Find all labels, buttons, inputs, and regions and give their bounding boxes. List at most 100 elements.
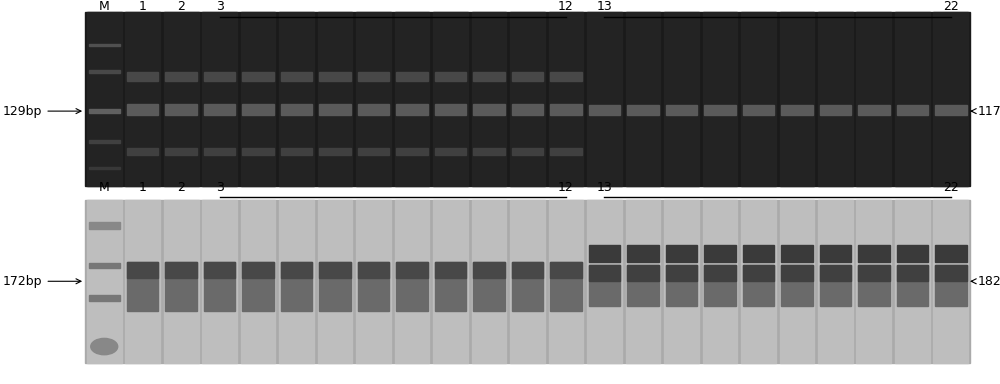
Bar	[204, 72, 235, 81]
Bar	[89, 44, 120, 46]
Bar	[204, 262, 235, 278]
Bar	[704, 245, 736, 262]
Bar	[165, 148, 197, 155]
Bar	[550, 262, 582, 311]
Text: 12: 12	[558, 0, 574, 13]
Bar	[473, 262, 505, 278]
Bar	[780, 12, 814, 186]
Bar	[358, 262, 389, 311]
Bar	[627, 265, 659, 306]
Bar	[204, 104, 235, 114]
Bar	[897, 265, 928, 306]
Bar	[664, 200, 699, 363]
Bar	[856, 12, 891, 186]
Text: 172bp: 172bp	[3, 275, 81, 288]
Bar	[589, 265, 620, 281]
Bar	[626, 200, 660, 363]
Bar	[356, 12, 391, 186]
Bar	[319, 262, 351, 311]
Bar	[935, 265, 967, 281]
Bar	[627, 105, 659, 114]
Bar	[897, 105, 928, 114]
Bar	[935, 265, 967, 306]
Bar	[164, 12, 199, 186]
Bar	[85, 12, 970, 186]
Bar	[549, 200, 583, 363]
Ellipse shape	[91, 338, 118, 355]
Bar	[396, 72, 428, 81]
Bar	[241, 12, 275, 186]
Bar	[666, 105, 697, 114]
Bar	[85, 200, 970, 363]
Bar	[820, 245, 851, 262]
Bar	[202, 200, 237, 363]
Bar	[242, 262, 274, 278]
Bar	[589, 265, 620, 306]
Bar	[89, 167, 120, 169]
Bar	[358, 104, 389, 114]
Text: 117bp: 117bp	[971, 104, 1000, 118]
Bar	[125, 12, 160, 186]
Bar	[241, 200, 275, 363]
Bar	[666, 265, 697, 306]
Bar	[512, 262, 543, 278]
Bar	[550, 262, 582, 278]
Bar	[164, 200, 199, 363]
Bar	[281, 104, 312, 114]
Text: 22: 22	[943, 0, 959, 13]
Bar	[512, 72, 543, 81]
Bar	[820, 265, 851, 306]
Bar	[743, 245, 774, 262]
Text: 2: 2	[177, 0, 185, 13]
Bar	[85, 12, 970, 186]
Bar	[589, 245, 620, 262]
Bar	[281, 262, 312, 311]
Bar	[589, 105, 620, 114]
Bar	[87, 200, 122, 363]
Text: 2: 2	[177, 181, 185, 194]
Bar	[550, 148, 582, 155]
Bar	[858, 105, 890, 114]
Text: 1: 1	[139, 181, 147, 194]
Bar	[319, 262, 351, 278]
Bar	[204, 262, 235, 311]
Bar	[743, 265, 774, 306]
Bar	[242, 148, 274, 155]
Bar	[165, 262, 197, 311]
Bar	[433, 200, 468, 363]
Bar	[127, 262, 158, 278]
Bar	[510, 200, 545, 363]
Bar	[165, 72, 197, 81]
Bar	[897, 265, 928, 281]
Bar	[741, 200, 776, 363]
Bar	[512, 262, 543, 311]
Bar	[242, 104, 274, 114]
Bar	[512, 104, 543, 114]
Bar	[89, 295, 120, 301]
Bar	[356, 200, 391, 363]
Bar	[319, 72, 351, 81]
Bar	[587, 200, 622, 363]
Bar	[125, 200, 160, 363]
Bar	[281, 148, 312, 155]
Bar	[666, 265, 697, 281]
Bar	[935, 245, 967, 262]
Bar	[933, 200, 968, 363]
Bar	[512, 148, 543, 155]
Bar	[435, 104, 466, 114]
Bar	[549, 12, 583, 186]
Bar	[858, 265, 890, 306]
Text: 13: 13	[597, 0, 612, 13]
Bar	[165, 262, 197, 278]
Bar	[666, 245, 697, 262]
Bar	[820, 105, 851, 114]
Bar	[319, 104, 351, 114]
Text: 1: 1	[139, 0, 147, 13]
Bar	[242, 72, 274, 81]
Bar	[435, 72, 466, 81]
Bar	[395, 200, 429, 363]
Bar	[550, 104, 582, 114]
Bar	[473, 148, 505, 155]
Bar	[87, 12, 122, 186]
Bar	[435, 148, 466, 155]
